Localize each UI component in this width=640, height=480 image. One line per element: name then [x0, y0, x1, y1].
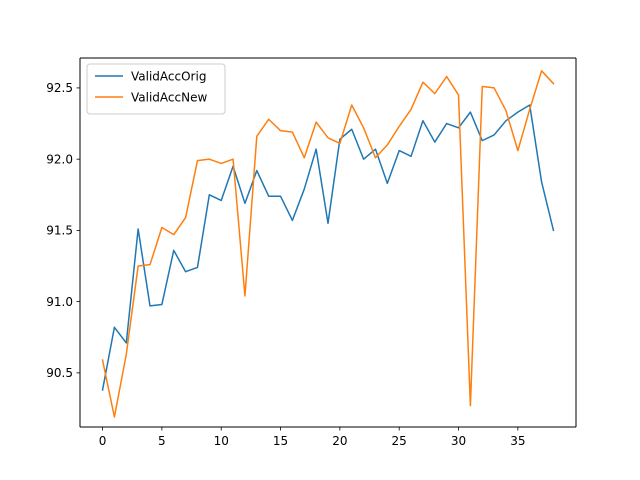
legend: ValidAccOrig ValidAccNew	[86, 63, 226, 115]
y-tick-label: 91.5	[46, 224, 73, 238]
y-tick-label: 92.0	[46, 152, 73, 166]
x-tick-label: 20	[332, 434, 347, 448]
x-tick-label: 25	[392, 434, 407, 448]
y-tick-label: 91.0	[46, 295, 73, 309]
x-axis-ticks: 0 5 10 15 20 25 30 35	[99, 427, 525, 448]
axes-frame	[79, 57, 577, 428]
x-tick-label: 10	[214, 434, 229, 448]
series-lines	[101, 70, 555, 418]
x-tick-label: 15	[273, 434, 288, 448]
x-tick-label: 5	[158, 434, 166, 448]
y-tick-label: 92.5	[46, 81, 73, 95]
x-tick-label: 30	[451, 434, 466, 448]
plot-area	[80, 58, 576, 427]
series-line-0	[101, 104, 555, 391]
x-tick-label: 35	[510, 434, 525, 448]
y-axis-ticks: 90.5 91.0 91.5 92.0 92.5	[46, 81, 80, 380]
x-tick-label: 0	[99, 434, 107, 448]
series-line-1	[101, 70, 555, 418]
legend-label-0: ValidAccOrig	[131, 69, 206, 83]
y-tick-label: 90.5	[46, 366, 73, 380]
legend-label-1: ValidAccNew	[131, 90, 207, 104]
